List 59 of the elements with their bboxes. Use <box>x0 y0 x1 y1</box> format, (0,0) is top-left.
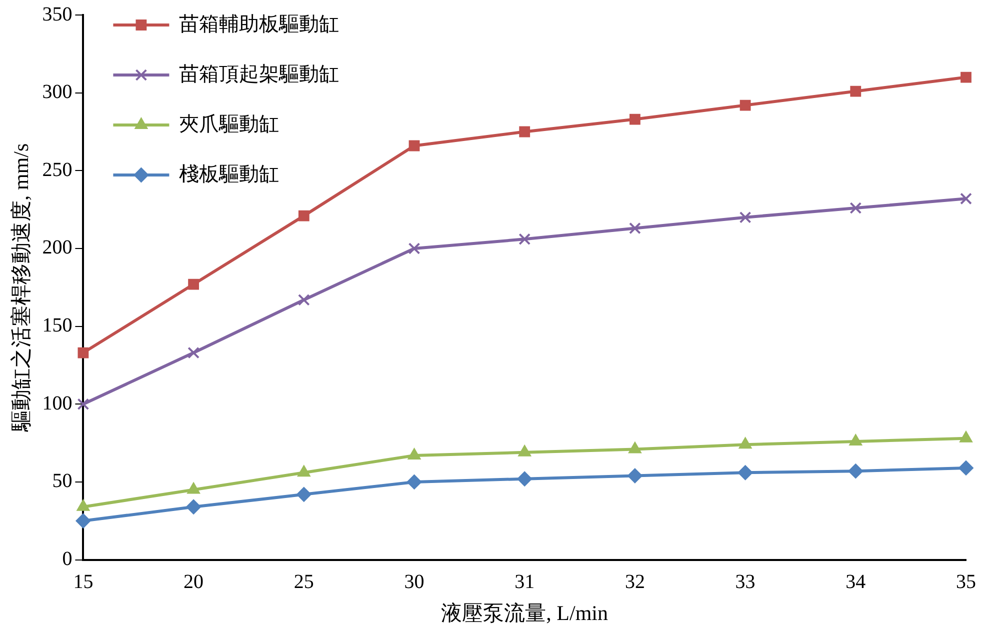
legend-label: 棧板驅動缸 <box>179 163 280 186</box>
point <box>960 192 972 205</box>
y-tick-label: 150 <box>42 314 72 337</box>
point <box>297 465 310 477</box>
y-tick-label: 50 <box>52 470 72 492</box>
point <box>849 434 862 446</box>
legend-label: 苗箱頂起架驅動缸 <box>179 63 340 86</box>
x-tick-label: 20 <box>184 571 204 594</box>
point <box>298 294 310 306</box>
point <box>406 474 422 490</box>
x-tick-label: 30 <box>404 571 424 594</box>
point <box>739 211 752 224</box>
point <box>628 442 642 454</box>
y-tick-label: 350 <box>42 3 72 26</box>
point <box>77 398 90 410</box>
point <box>519 126 530 138</box>
x-axis-title: 液壓泵流量, L/min <box>441 600 609 625</box>
point <box>960 72 972 83</box>
y-axis-title: 驅動缸之活塞桿移動速度, mm/s <box>9 143 34 432</box>
point <box>408 448 421 460</box>
point <box>958 460 974 476</box>
y-tick-label: 100 <box>42 392 72 414</box>
point <box>518 444 532 456</box>
point <box>738 465 753 480</box>
x-tick-label: 32 <box>624 571 645 594</box>
legend-label: 夾爪驅動缸 <box>179 113 280 136</box>
y-tick-label: 300 <box>42 81 72 104</box>
point <box>518 233 531 246</box>
x-tick-label: 25 <box>294 571 314 594</box>
legend-label: 苗箱輔助板驅動缸 <box>179 13 340 36</box>
point <box>296 486 312 502</box>
x-tick-label: 15 <box>73 571 94 594</box>
point <box>188 278 199 290</box>
x-tick-label: 34 <box>846 571 866 594</box>
point <box>959 430 973 442</box>
point <box>76 499 90 511</box>
y-tick-label: 0 <box>62 548 72 570</box>
point <box>627 468 642 484</box>
y-tick-label: 250 <box>42 158 72 181</box>
x-tick-label: 35 <box>956 571 976 594</box>
x-tick-label: 31 <box>514 571 535 594</box>
point <box>78 347 89 358</box>
y-tick-label: 200 <box>42 236 72 259</box>
point <box>186 482 200 494</box>
point <box>408 140 420 152</box>
point <box>517 471 532 486</box>
point <box>740 100 751 111</box>
point <box>848 464 864 479</box>
point <box>188 346 200 359</box>
x-tick-label: 33 <box>735 571 756 594</box>
point <box>76 513 91 528</box>
point <box>408 242 420 254</box>
point <box>629 222 641 234</box>
point <box>850 86 862 97</box>
point <box>850 202 862 214</box>
point <box>298 210 310 222</box>
point <box>630 114 640 125</box>
point <box>738 437 752 449</box>
point <box>186 499 202 514</box>
